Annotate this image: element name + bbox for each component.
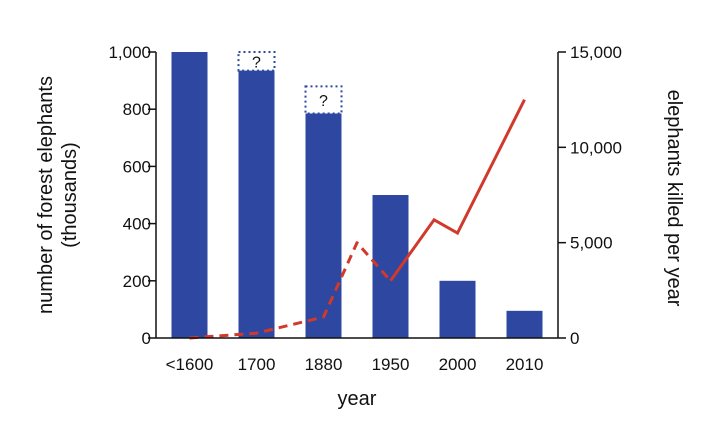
left-tick-label-2: 400 bbox=[123, 215, 151, 234]
x-tick-label-4: 2000 bbox=[439, 355, 477, 374]
bar-3 bbox=[372, 195, 409, 338]
left-axis-title-line1: number of forest elephants bbox=[35, 76, 57, 314]
x-tick-label-1: 1700 bbox=[238, 355, 276, 374]
axes-layer bbox=[155, 52, 559, 339]
left-tick-label-0: 0 bbox=[142, 329, 151, 348]
bar-0 bbox=[171, 52, 208, 338]
right-tick-label-3: 15,000 bbox=[570, 43, 622, 62]
killed-per-year-solid-line bbox=[389, 99, 526, 282]
left-tick-label-4: 800 bbox=[123, 100, 151, 119]
lines-layer bbox=[189, 99, 526, 340]
uncertainty-label-1: ? bbox=[252, 54, 261, 71]
bar-1 bbox=[238, 70, 275, 338]
left-axis-title-line2: (thousands) bbox=[59, 142, 81, 248]
uncertainty-box-2 bbox=[304, 85, 343, 115]
right-tick-label-2: 10,000 bbox=[570, 138, 622, 157]
left-tick-label-5: 1,000 bbox=[108, 43, 151, 62]
right-tick-label-0: 0 bbox=[570, 329, 579, 348]
x-tick-label-0: <1600 bbox=[166, 355, 214, 374]
bar-5 bbox=[506, 310, 543, 338]
ticks-layer: 0 200 400 600 800 1,000 0 5,000 10,000 15,000 <160… bbox=[108, 43, 622, 374]
uncertainty-label-2: ? bbox=[319, 93, 328, 110]
uncertainty-boxes-layer: ?? bbox=[237, 51, 343, 115]
uncertainty-box-1 bbox=[237, 51, 276, 72]
bars-layer bbox=[171, 52, 543, 339]
bar-4 bbox=[439, 280, 476, 338]
killed-per-year-dashed-line bbox=[189, 241, 392, 340]
right-axis-title: elephants killed per year bbox=[663, 90, 685, 307]
left-tick-label-1: 200 bbox=[123, 272, 151, 291]
x-tick-label-3: 1950 bbox=[372, 355, 410, 374]
left-tick-label-3: 600 bbox=[123, 157, 151, 176]
x-tick-label-5: 2010 bbox=[506, 355, 544, 374]
bar-2 bbox=[305, 113, 342, 339]
x-axis-title: year bbox=[338, 388, 377, 410]
x-tick-label-2: 1880 bbox=[305, 355, 343, 374]
right-tick-label-1: 5,000 bbox=[570, 234, 613, 253]
